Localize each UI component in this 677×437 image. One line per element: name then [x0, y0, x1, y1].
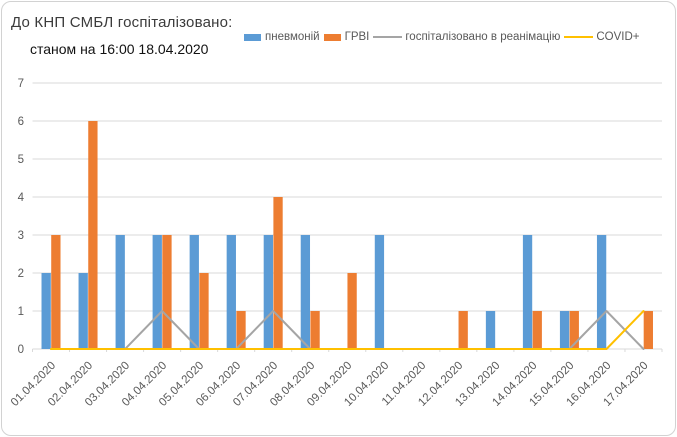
- bar-ГРВІ: [347, 273, 357, 349]
- y-tick-label: 4: [18, 192, 25, 204]
- y-tick-label: 0: [18, 344, 24, 356]
- bar-пневмоній: [152, 235, 162, 349]
- bar-пневмоній: [189, 235, 199, 349]
- bar-пневмоній: [559, 311, 570, 349]
- legend-label-covid: COVID+: [596, 31, 640, 43]
- legend-label-grvi: ГРВІ: [344, 31, 370, 43]
- bar-пневмоній: [115, 235, 125, 349]
- bar-пневмоній: [300, 235, 311, 349]
- bar-пневмоній: [263, 235, 273, 349]
- bar-ГРВІ: [236, 311, 246, 349]
- series-line-COVID+: [50, 310, 645, 350]
- bar-ГРВІ: [273, 197, 283, 349]
- bar-ГРВІ: [199, 273, 209, 349]
- bar-пневмоній: [374, 235, 385, 349]
- bar-ГРВІ: [88, 121, 98, 349]
- bar-пневмоній: [596, 235, 607, 349]
- bar-пневмоній: [78, 273, 88, 349]
- y-tick-label: 1: [18, 306, 24, 318]
- legend-label-pneumonia: пневмоній: [265, 31, 320, 43]
- bar-ГРВІ: [569, 311, 579, 349]
- chart-title: До КНП СМБЛ госпіталізовано:: [11, 14, 233, 31]
- chart-subtitle: станом на 16:00 18.04.2020: [30, 41, 209, 57]
- bar-ГРВІ: [643, 311, 653, 349]
- y-tick-label: 3: [18, 230, 24, 242]
- legend-swatch-covid-icon: [564, 36, 594, 38]
- legend-item-grvi: ГРВІ: [323, 31, 370, 43]
- legend-item-icu: госпіталізовано в реанімацію: [373, 31, 560, 43]
- bar-пневмоній: [226, 235, 236, 349]
- legend-label-icu: госпіталізовано в реанімацію: [405, 31, 561, 43]
- y-tick-label: 5: [18, 154, 24, 166]
- bar-пневмоній: [522, 235, 533, 349]
- bar-пневмоній: [485, 311, 496, 349]
- legend-item-covid: COVID+: [564, 31, 640, 43]
- legend-swatch-pneumonia-icon: [244, 33, 261, 41]
- legend-swatch-icu-icon: [373, 36, 403, 38]
- legend-item-pneumonia: пневмоній: [244, 31, 320, 43]
- bar-ГРВІ: [51, 235, 61, 349]
- bar-ГРВІ: [310, 311, 320, 349]
- bar-ГРВІ: [458, 311, 468, 349]
- legend-swatch-grvi-icon: [323, 33, 341, 41]
- y-tick-label: 2: [18, 268, 24, 280]
- y-tick-label: 7: [18, 78, 24, 90]
- bar-пневмоній: [41, 273, 51, 349]
- y-tick-label: 6: [18, 116, 24, 128]
- legend: пневмоній ГРВІ госпіталізовано в реаніма…: [244, 31, 644, 43]
- series-line-госпіталізовано в реанімацію: [50, 310, 645, 350]
- bar-ГРВІ: [162, 235, 172, 349]
- bar-ГРВІ: [532, 311, 542, 349]
